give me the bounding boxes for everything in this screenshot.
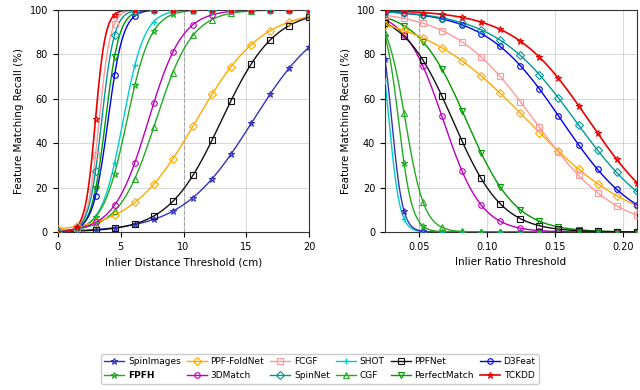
Y-axis label: Feature Matching Recall (%): Feature Matching Recall (%) bbox=[341, 48, 351, 194]
X-axis label: Inlier Distance Threshold (cm): Inlier Distance Threshold (cm) bbox=[105, 257, 262, 267]
Y-axis label: Feature Matching Recall (%): Feature Matching Recall (%) bbox=[14, 48, 24, 194]
Legend: SpinImages, FPFH, PPF-FoldNet, 3DMatch, FCGF, SpinNet, SHOT, CGF, PPFNet, Perfec: SpinImages, FPFH, PPF-FoldNet, 3DMatch, … bbox=[100, 354, 540, 383]
X-axis label: Inlier Ratio Threshold: Inlier Ratio Threshold bbox=[455, 257, 566, 267]
